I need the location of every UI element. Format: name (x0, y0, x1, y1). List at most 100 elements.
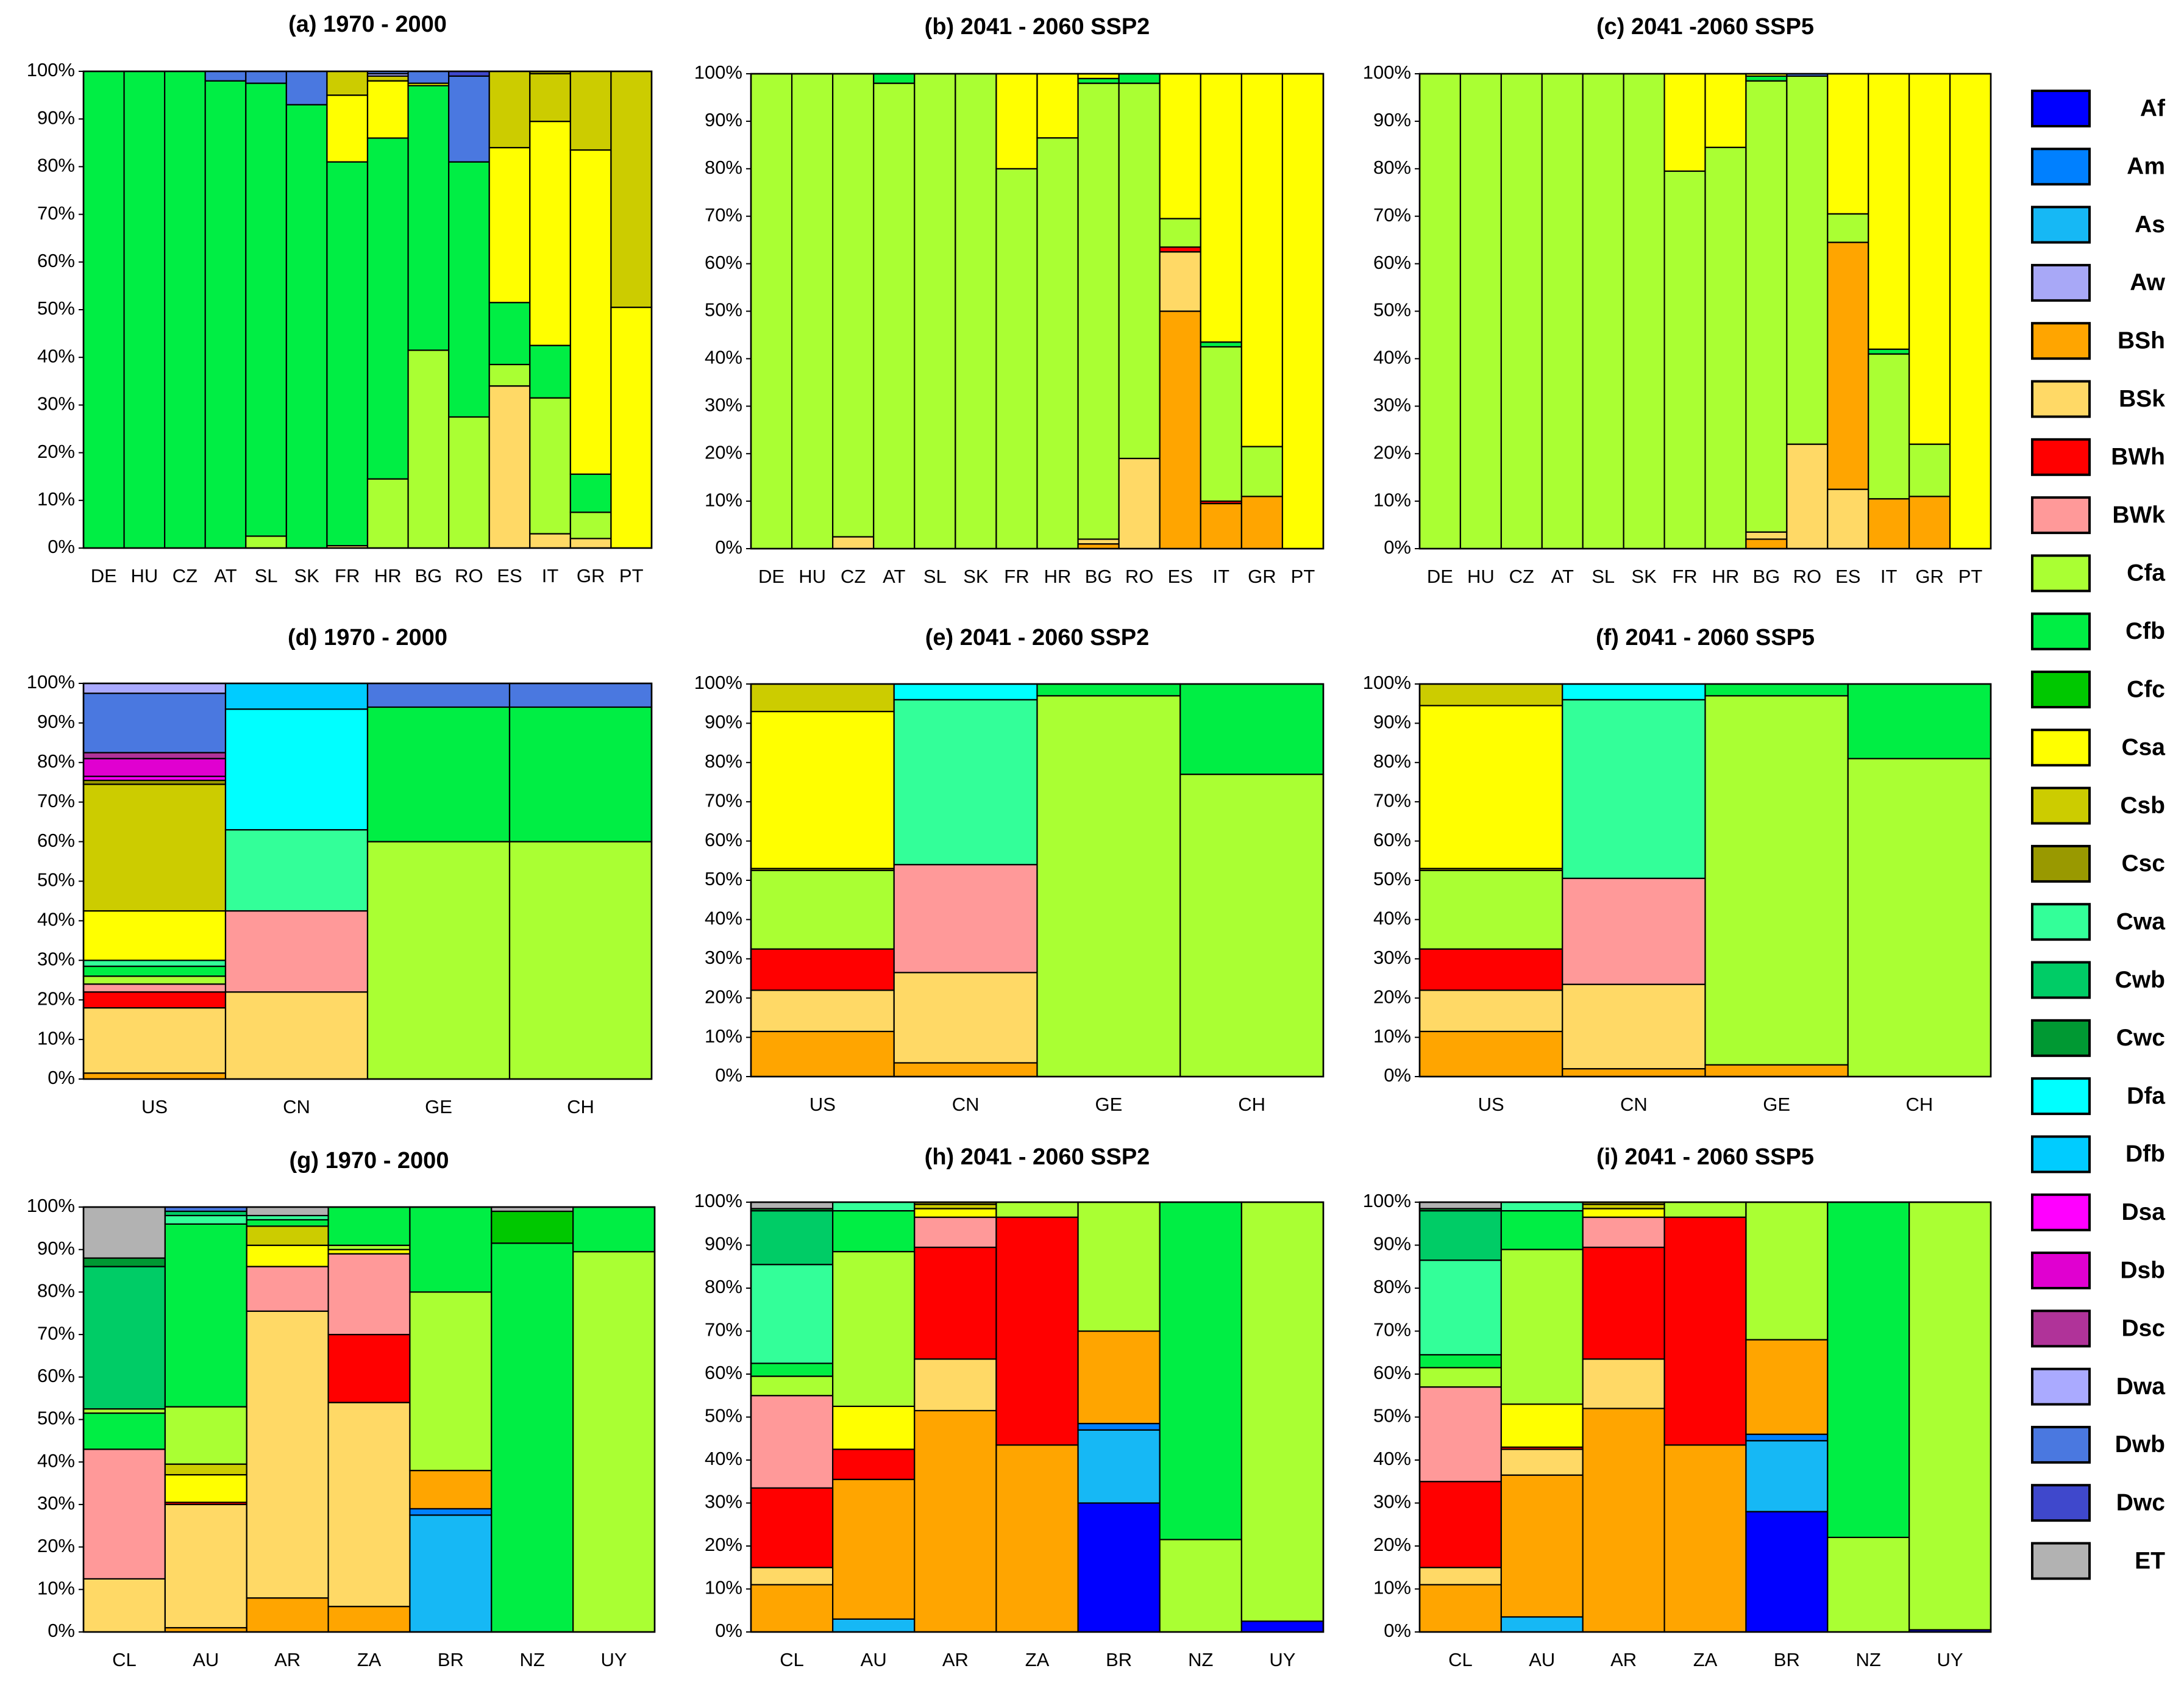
y-tick-label: 60% (705, 1362, 742, 1383)
bar-segment-cwa (82, 960, 227, 967)
plot-frame (1418, 1201, 1992, 1633)
bar-segment-bsh (995, 1444, 1079, 1633)
bar-segment-cfa (1500, 1249, 1584, 1405)
y-tick-label: 40% (37, 1450, 75, 1471)
legend-item: BSk (2031, 380, 2165, 418)
x-tick-label: US (141, 1096, 168, 1117)
x-tick-label: PT (1958, 566, 1983, 587)
chart-panel: (a) 1970 - 2000 0% 10% 20% 30% 40% 50% 60% 70% 80… (27, 12, 653, 586)
legend-label: Csc (2121, 850, 2165, 877)
legend-swatch (2031, 961, 2091, 999)
y-tick-label: 100% (27, 671, 75, 693)
x-tick-label: IT (1213, 566, 1230, 587)
y-tick-label: 20% (37, 441, 75, 462)
y-tick-label: 80% (37, 750, 75, 772)
bar-segment-cfa (569, 511, 612, 540)
legend-swatch (2031, 1484, 2091, 1522)
x-tick-label: AU (193, 1649, 219, 1670)
x-tick-label: US (809, 1094, 836, 1115)
x-tick-label: BR (1106, 1649, 1132, 1670)
x-tick-label: UY (601, 1649, 627, 1670)
bar-segment-bsh (1159, 310, 1201, 550)
legend-swatch (2031, 148, 2091, 186)
legend-label: BSk (2119, 386, 2165, 412)
legend-item: Cfc (2031, 671, 2165, 708)
bar-segment-bwh (750, 948, 895, 991)
bar-segment-csb (82, 783, 227, 912)
bar-segment-cfb (491, 1242, 574, 1633)
y-tick-label: 80% (1373, 157, 1411, 178)
bar-segment-dfa (224, 708, 369, 831)
x-tick-label: CN (952, 1094, 980, 1115)
bar-segment-csa (1418, 705, 1563, 869)
y-tick-label: 30% (1373, 947, 1411, 968)
bar-segment-csa (1704, 73, 1747, 148)
y-tick-label: 90% (1373, 1233, 1411, 1255)
bar-segment-dfa (893, 683, 1038, 700)
bar-segment-bwk (82, 1448, 166, 1580)
x-tick-label: CZ (1509, 566, 1534, 587)
x-tick-label: UY (1269, 1649, 1295, 1670)
legend-swatch (2031, 496, 2091, 535)
y-tick-label: 20% (705, 441, 742, 463)
legend-label: Cfc (2127, 676, 2165, 702)
bar-segment-cfb (750, 1363, 834, 1377)
legend-label: ET (2135, 1548, 2165, 1574)
x-tick-label: AU (861, 1649, 887, 1670)
chart-panel: (e) 2041 - 2060 SSP2 0% 10% 20% 30% 40% 50% 60%… (694, 625, 1325, 1115)
x-tick-label: IT (542, 565, 559, 586)
bar-segment-cfb (285, 104, 328, 549)
legend-item: Dfa (2031, 1077, 2165, 1116)
bar-segment-cfb (1745, 75, 1788, 82)
x-tick-label: BR (438, 1649, 464, 1670)
bar-segment-cfa (1663, 1201, 1747, 1218)
bar-segment-bsh (1500, 1474, 1584, 1618)
y-tick-label: 30% (705, 947, 742, 968)
y-tick-label: 90% (705, 109, 742, 130)
bar-segment-csa (1949, 73, 1992, 550)
chart-title: (e) 2041 - 2060 SSP2 (925, 625, 1150, 650)
legend-label: Dwc (2116, 1489, 2165, 1516)
bar-segment-cfa (366, 478, 409, 549)
legend-label: Dwa (2116, 1373, 2166, 1400)
bar-segment-cfa (1240, 446, 1284, 497)
bar-segment-cfa (1459, 73, 1502, 550)
legend-item: BWk (2031, 496, 2165, 535)
y-tick-label: 100% (694, 62, 742, 83)
legend-label: As (2135, 212, 2165, 238)
legend-swatch (2031, 1252, 2091, 1289)
bar-segment-bsh (1418, 1030, 1563, 1078)
y-tick-label: 50% (705, 299, 742, 321)
legend-item: Cfb (2031, 612, 2165, 650)
y-tick-label: 80% (1373, 750, 1411, 772)
y-tick-label: 30% (37, 393, 75, 415)
chart-title: (i) 2041 - 2060 SSP5 (1596, 1144, 1814, 1170)
x-tick-label: CH (567, 1096, 594, 1117)
x-tick-label: ES (497, 565, 522, 586)
legend-swatch (2031, 1309, 2091, 1348)
bar-segment-af (1240, 1620, 1325, 1633)
bar-segment-et (82, 1206, 166, 1259)
x-tick-label: ES (1835, 566, 1860, 587)
bar-segment-dsc (82, 752, 227, 760)
x-tick-label: CZ (841, 566, 866, 587)
bar-segment-bsh (409, 1470, 493, 1509)
bar-segment-cfa (1418, 73, 1462, 550)
bar-segment-cfb (204, 80, 247, 549)
y-tick-label: 100% (1363, 1190, 1411, 1211)
bar-segment-bwk (327, 1253, 411, 1336)
bar-segment-bsk (1077, 538, 1120, 545)
bar-segment-csa (366, 80, 409, 139)
bar-segment-cfa (366, 841, 511, 1080)
y-tick-label: 100% (27, 1195, 75, 1216)
bar-segment-cfb (832, 1209, 916, 1253)
bar-segment-bsh (1663, 1444, 1747, 1633)
bar-segment-cfa (832, 1250, 916, 1407)
bar-segment-bsk (224, 991, 369, 1080)
x-tick-label: GE (1763, 1094, 1790, 1115)
bar-segment-cfa (1847, 758, 1992, 1078)
bar-segment-csb (326, 70, 369, 96)
bar-segment-csa (488, 147, 531, 304)
bar-segment-csa (1663, 73, 1706, 172)
bar-segment-cfb (82, 70, 125, 549)
